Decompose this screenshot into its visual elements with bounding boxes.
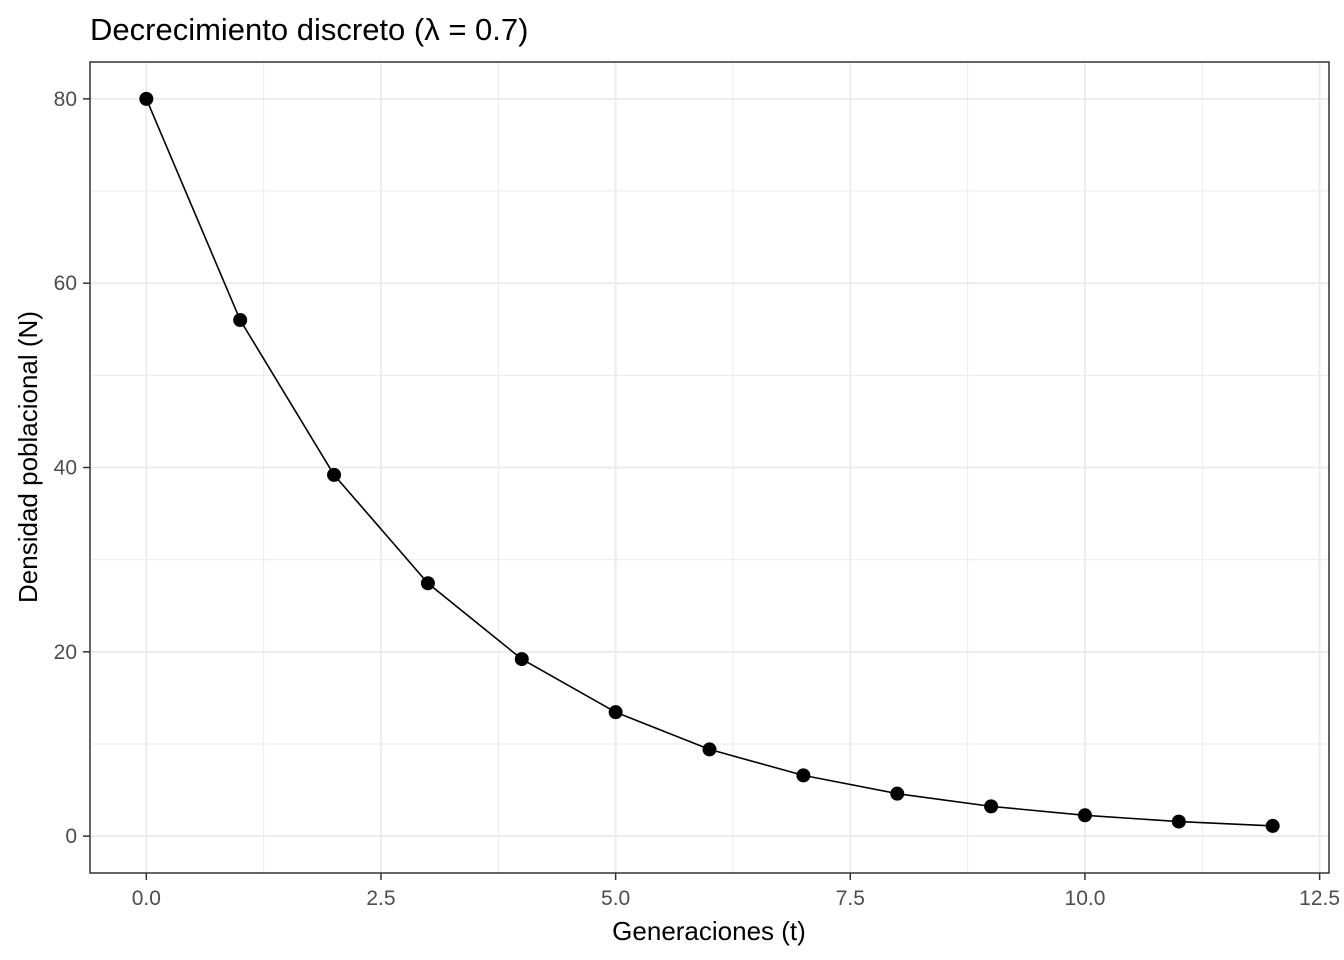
x-tick-label: 2.5 bbox=[366, 887, 395, 910]
data-point bbox=[702, 742, 717, 757]
y-tick-label: 40 bbox=[54, 457, 77, 480]
data-point bbox=[420, 576, 435, 591]
data-point bbox=[796, 768, 811, 783]
x-tick-label: 12.5 bbox=[1299, 887, 1340, 910]
data-point bbox=[514, 652, 529, 667]
series-line bbox=[145, 98, 1273, 827]
data-point bbox=[890, 786, 905, 801]
x-axis: 0.0 2.5 5.0 7.5 10.0 12.5 bbox=[132, 873, 1340, 910]
x-tick-label: 10.0 bbox=[1065, 887, 1106, 910]
y-tick-label: 80 bbox=[54, 88, 77, 111]
data-point bbox=[139, 91, 154, 106]
data-point bbox=[1171, 814, 1186, 829]
y-tick-label: 0 bbox=[65, 825, 77, 848]
data-point bbox=[984, 799, 999, 814]
data-point bbox=[1077, 808, 1092, 823]
data-point bbox=[233, 313, 248, 328]
data-point bbox=[1265, 818, 1280, 833]
x-tick-label: 7.5 bbox=[836, 887, 865, 910]
chart-title: Decrecimiento discreto (λ = 0.7) bbox=[90, 12, 528, 47]
series-layer bbox=[139, 91, 1280, 833]
y-axis: 0 20 40 60 80 bbox=[54, 88, 90, 848]
y-tick-label: 20 bbox=[54, 641, 77, 664]
data-point bbox=[327, 467, 342, 482]
y-axis-title: Densidad poblacional (N) bbox=[13, 311, 43, 603]
data-point bbox=[608, 705, 623, 720]
y-tick-label: 60 bbox=[54, 272, 77, 295]
x-axis-title: Generaciones (t) bbox=[612, 916, 806, 946]
grid bbox=[90, 62, 1329, 873]
x-tick-label: 5.0 bbox=[601, 887, 630, 910]
x-tick-label: 0.0 bbox=[132, 887, 161, 910]
